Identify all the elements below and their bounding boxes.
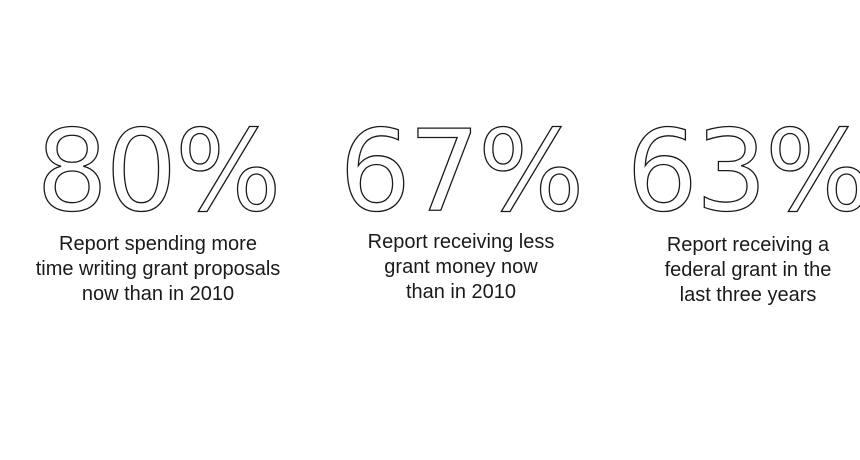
stat-value-80-percent: 80% (36, 106, 282, 237)
stat-value-67-percent: 67% (339, 106, 585, 237)
stat-value-63-percent: 63% (626, 106, 860, 237)
stat-label-federal-grant: Report receiving a federal grant in the … (664, 234, 832, 306)
stat-panel-less-grant-money: 67% Report receiving less grant money no… (321, 106, 601, 305)
stat-label-less-grant-money: Report receiving less grant money now th… (367, 231, 555, 303)
stat-panel-spending-more-time: 80% Report spending more time writing gr… (18, 106, 298, 307)
stat-value-text: 67% (340, 107, 583, 237)
stat-value-text: 80% (37, 107, 280, 237)
stat-label-spending-more-time: Report spending more time writing grant … (35, 233, 281, 305)
stat-panel-federal-grant: 63% Report receiving a federal grant in … (608, 106, 860, 308)
stat-value-text: 63% (627, 107, 860, 237)
